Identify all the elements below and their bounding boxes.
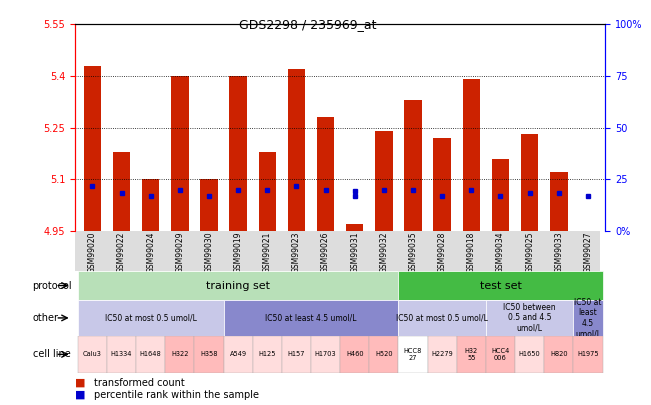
Text: A549: A549 [230, 352, 247, 357]
Text: GSM99028: GSM99028 [437, 232, 447, 273]
Text: GSM99034: GSM99034 [496, 232, 505, 273]
Bar [201, 179, 217, 231]
Bar [398, 271, 603, 300]
Text: H820: H820 [550, 352, 568, 357]
Bar [83, 66, 101, 231]
Text: H125: H125 [258, 352, 276, 357]
Text: IC50 at most 0.5 umol/L: IC50 at most 0.5 umol/L [396, 313, 488, 322]
Bar [486, 336, 515, 373]
Bar [486, 300, 574, 336]
Bar [282, 336, 311, 373]
Bar [253, 336, 282, 373]
Text: GSM99019: GSM99019 [234, 232, 243, 273]
Text: H358: H358 [201, 352, 217, 357]
Bar [404, 100, 422, 231]
Text: H460: H460 [346, 352, 363, 357]
Text: IC50 at most 0.5 umol/L: IC50 at most 0.5 umol/L [105, 313, 197, 322]
Text: GSM99022: GSM99022 [117, 232, 126, 273]
Text: cell line: cell line [33, 350, 70, 359]
Bar [340, 336, 369, 373]
Text: GSM99033: GSM99033 [554, 232, 563, 273]
Bar [107, 336, 136, 373]
Text: H32
55: H32 55 [465, 348, 478, 361]
Text: GSM99023: GSM99023 [292, 232, 301, 273]
Text: H1648: H1648 [140, 352, 161, 357]
Bar [258, 152, 276, 231]
Bar [521, 134, 538, 231]
Bar [375, 131, 393, 231]
Text: H157: H157 [288, 352, 305, 357]
Text: H1703: H1703 [315, 352, 337, 357]
Bar [463, 79, 480, 231]
Bar [288, 69, 305, 231]
Bar [229, 76, 247, 231]
Text: H520: H520 [375, 352, 393, 357]
Text: GSM99026: GSM99026 [321, 232, 330, 273]
Text: GSM99024: GSM99024 [146, 232, 155, 273]
Bar [492, 159, 509, 231]
Text: H322: H322 [171, 352, 189, 357]
Bar [457, 336, 486, 373]
Bar [223, 300, 398, 336]
Bar [398, 336, 428, 373]
Bar [574, 336, 603, 373]
Text: GSM99020: GSM99020 [88, 232, 97, 273]
Bar [515, 336, 544, 373]
Bar [171, 76, 189, 231]
Bar [113, 152, 130, 231]
Text: H1650: H1650 [519, 352, 540, 357]
Text: GSM99018: GSM99018 [467, 232, 476, 273]
Text: GSM99032: GSM99032 [380, 232, 389, 273]
Bar [165, 336, 195, 373]
Bar [195, 336, 223, 373]
Text: protocol: protocol [33, 281, 72, 290]
Text: H1334: H1334 [111, 352, 132, 357]
Bar [398, 300, 486, 336]
Text: GSM99035: GSM99035 [409, 232, 417, 273]
Text: GSM99030: GSM99030 [204, 232, 214, 273]
Bar [317, 117, 335, 231]
Bar [544, 336, 574, 373]
Text: GSM99029: GSM99029 [175, 232, 184, 273]
Bar [311, 336, 340, 373]
Text: GSM99025: GSM99025 [525, 232, 534, 273]
Bar [346, 224, 363, 231]
Text: GDS2298 / 235969_at: GDS2298 / 235969_at [239, 18, 376, 31]
Text: IC50 at
least
4.5
umol/L: IC50 at least 4.5 umol/L [574, 298, 602, 338]
Bar [434, 138, 451, 231]
Text: GSM99027: GSM99027 [583, 232, 592, 273]
Bar [77, 271, 398, 300]
Text: test set: test set [480, 281, 521, 290]
Bar [223, 336, 253, 373]
Text: percentile rank within the sample: percentile rank within the sample [94, 390, 259, 400]
Bar [77, 300, 223, 336]
Text: H2279: H2279 [432, 352, 453, 357]
Bar [550, 173, 568, 231]
Text: ■: ■ [75, 390, 85, 400]
Text: training set: training set [206, 281, 270, 290]
Text: H1975: H1975 [577, 352, 599, 357]
Bar [369, 336, 398, 373]
Text: IC50 between
0.5 and 4.5
umol/L: IC50 between 0.5 and 4.5 umol/L [503, 303, 556, 333]
Text: other: other [33, 313, 59, 323]
Bar [142, 179, 159, 231]
Text: GSM99031: GSM99031 [350, 232, 359, 273]
Bar [428, 336, 457, 373]
Text: transformed count: transformed count [94, 378, 185, 388]
Text: HCC8
27: HCC8 27 [404, 348, 422, 361]
Text: IC50 at least 4.5 umol/L: IC50 at least 4.5 umol/L [265, 313, 357, 322]
Text: GSM99021: GSM99021 [263, 232, 271, 273]
Text: HCC4
006: HCC4 006 [492, 348, 510, 361]
Bar [574, 300, 603, 336]
Text: Calu3: Calu3 [83, 352, 102, 357]
Text: ■: ■ [75, 378, 85, 388]
Bar [77, 336, 107, 373]
Bar [136, 336, 165, 373]
